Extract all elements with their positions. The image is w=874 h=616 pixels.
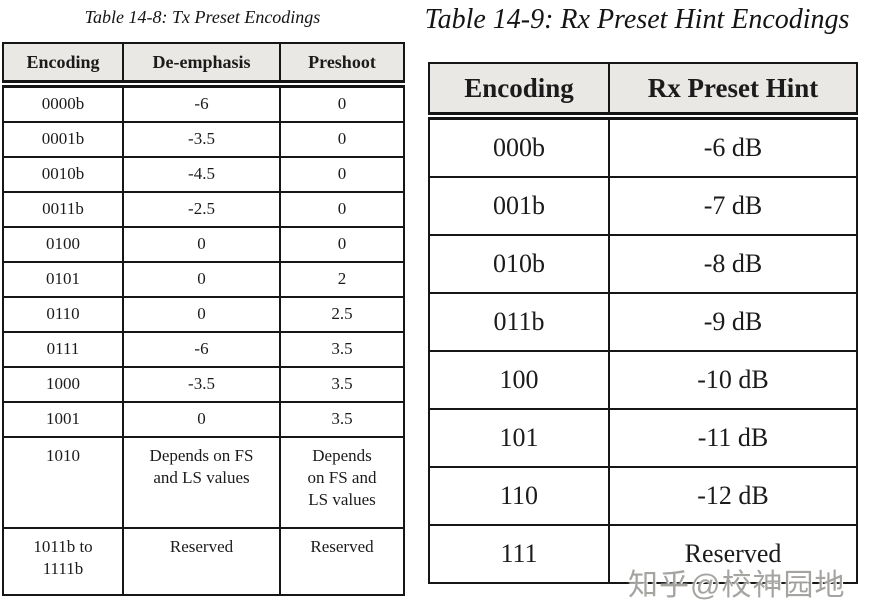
table-cell: 3.5 xyxy=(279,366,405,403)
table-cell: 111 xyxy=(428,524,610,584)
table-row: 110 -12 dB xyxy=(428,466,858,526)
tx-table-title: Table 14-8: Tx Preset Encodings xyxy=(84,7,321,27)
table-cell: 2 xyxy=(279,261,405,298)
table-cell: 0110 xyxy=(2,296,124,333)
table-row: 0000b -6 0 xyxy=(2,83,405,123)
table-cell: 0 xyxy=(279,226,405,263)
table-cell: -10 dB xyxy=(608,350,858,410)
table-row: 0110 0 2.5 xyxy=(2,296,405,333)
table-cell: -12 dB xyxy=(608,466,858,526)
table-cell: 0 xyxy=(122,226,281,263)
column-header-encoding: Encoding xyxy=(2,42,124,88)
table-row: 0100 0 0 xyxy=(2,226,405,263)
table-cell: Reserved xyxy=(279,527,405,596)
table-cell: 0000b xyxy=(2,83,124,123)
table-cell: -6 dB xyxy=(608,115,858,178)
table-cell: -11 dB xyxy=(608,408,858,468)
column-header-deemphasis: De-emphasis xyxy=(122,42,281,88)
table-cell: 0100 xyxy=(2,226,124,263)
table-row: 1011b to 1111b Reserved Reserved xyxy=(2,527,405,596)
tx-preset-table: Encoding De-emphasis Preshoot 0000b -6 0… xyxy=(2,42,405,596)
column-header-preshoot: Preshoot xyxy=(279,42,405,88)
table-cell: 100 xyxy=(428,350,610,410)
table-cell: Reserved xyxy=(608,524,858,584)
table-row: 0001b -3.5 0 xyxy=(2,121,405,158)
table-cell: Reserved xyxy=(122,527,281,596)
table-cell: 101 xyxy=(428,408,610,468)
table-cell: -7 dB xyxy=(608,176,858,236)
table-row: 000b -6 dB xyxy=(428,115,858,178)
table-row: 1001 0 3.5 xyxy=(2,401,405,438)
table-cell: 0 xyxy=(122,261,281,298)
column-header-encoding: Encoding xyxy=(428,62,610,120)
table-row: 0010b -4.5 0 xyxy=(2,156,405,193)
table-row: 1000 -3.5 3.5 xyxy=(2,366,405,403)
column-header-rx-preset-hint: Rx Preset Hint xyxy=(608,62,858,120)
table-cell: 0111 xyxy=(2,331,124,368)
table-cell: 0010b xyxy=(2,156,124,193)
table-cell: 0 xyxy=(122,296,281,333)
table-cell: Depends on FS and LS values xyxy=(279,436,405,529)
table-cell: 1000 xyxy=(2,366,124,403)
table-cell: 110 xyxy=(428,466,610,526)
table-cell: 3.5 xyxy=(279,401,405,438)
table-cell: -3.5 xyxy=(122,366,281,403)
table-cell: 000b xyxy=(428,115,610,178)
table-cell: 0011b xyxy=(2,191,124,228)
table-header-row: Encoding Rx Preset Hint xyxy=(428,62,858,120)
table-cell: 1001 xyxy=(2,401,124,438)
table-row: 0011b -2.5 0 xyxy=(2,191,405,228)
table-cell: Depends on FS and LS values xyxy=(122,436,281,529)
table-cell: -8 dB xyxy=(608,234,858,294)
table-cell: 010b xyxy=(428,234,610,294)
table-cell: 0 xyxy=(122,401,281,438)
table-cell: 1010 xyxy=(2,436,124,529)
table-cell: -3.5 xyxy=(122,121,281,158)
table-row: 011b -9 dB xyxy=(428,292,858,352)
table-cell: -6 xyxy=(122,331,281,368)
table-cell: 0 xyxy=(279,121,405,158)
table-cell: 0 xyxy=(279,156,405,193)
table-row: 010b -8 dB xyxy=(428,234,858,294)
table-cell: 0 xyxy=(279,191,405,228)
table-cell: -2.5 xyxy=(122,191,281,228)
table-row: 0111 -6 3.5 xyxy=(2,331,405,368)
table-cell: 001b xyxy=(428,176,610,236)
rx-table-title: Table 14-9: Rx Preset Hint Encodings xyxy=(424,4,850,35)
table-cell: -9 dB xyxy=(608,292,858,352)
table-cell: 0001b xyxy=(2,121,124,158)
table-row: 100 -10 dB xyxy=(428,350,858,410)
table-row: 0101 0 2 xyxy=(2,261,405,298)
table-cell: 011b xyxy=(428,292,610,352)
table-cell: -4.5 xyxy=(122,156,281,193)
table-cell: 3.5 xyxy=(279,331,405,368)
table-row: 101 -11 dB xyxy=(428,408,858,468)
table-header-row: Encoding De-emphasis Preshoot xyxy=(2,42,405,88)
table-cell: 0 xyxy=(279,83,405,123)
table-cell: 1011b to 1111b xyxy=(2,527,124,596)
table-cell: -6 xyxy=(122,83,281,123)
table-cell: 0101 xyxy=(2,261,124,298)
table-row: 001b -7 dB xyxy=(428,176,858,236)
table-cell: 2.5 xyxy=(279,296,405,333)
rx-preset-hint-table: Encoding Rx Preset Hint 000b -6 dB 001b … xyxy=(428,62,858,584)
table-row: 111 Reserved xyxy=(428,524,858,584)
table-row: 1010 Depends on FS and LS values Depends… xyxy=(2,436,405,529)
